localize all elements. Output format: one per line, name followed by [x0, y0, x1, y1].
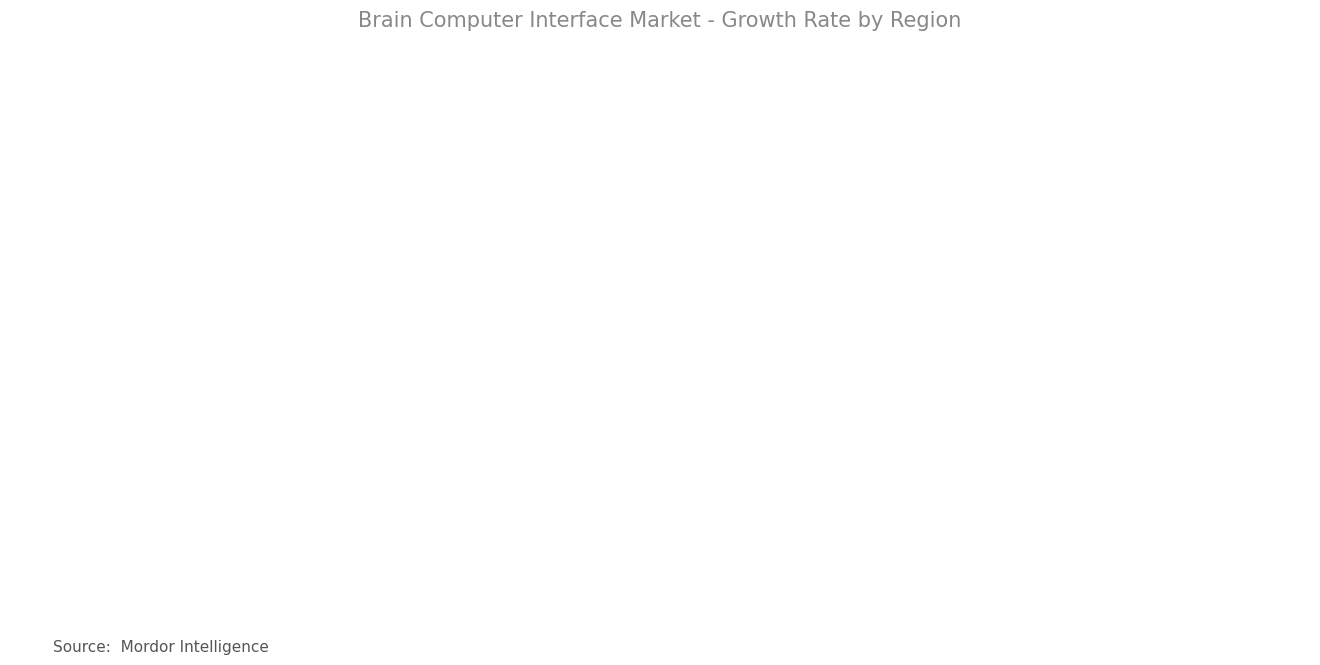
- Text: Source:  Mordor Intelligence: Source: Mordor Intelligence: [53, 640, 269, 655]
- Text: Brain Computer Interface Market - Growth Rate by Region: Brain Computer Interface Market - Growth…: [358, 11, 962, 31]
